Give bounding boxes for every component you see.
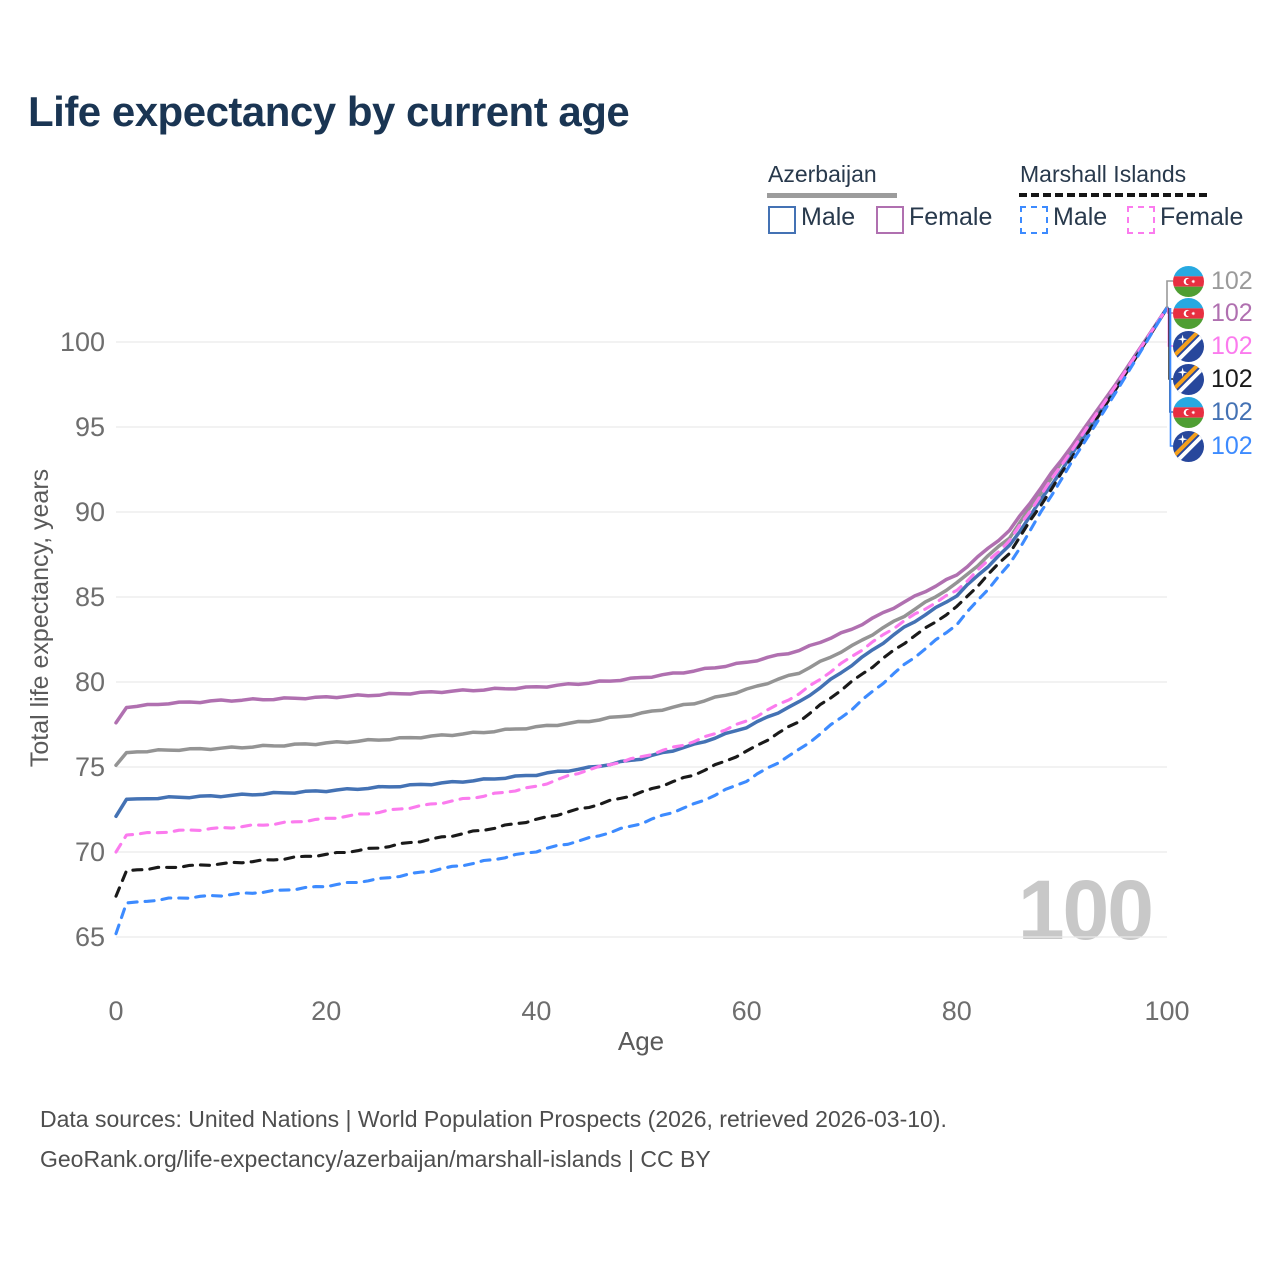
y-tick-85: 85 <box>75 582 105 612</box>
x-tick-60: 60 <box>732 996 762 1026</box>
end-label-value: 102 <box>1211 267 1253 295</box>
series-line-az_female[interactable] <box>114 306 1169 725</box>
end-label-value: 102 <box>1211 432 1253 460</box>
footer-attribution-url: GeoRank.org/life-expectancy/azerbaijan/m… <box>40 1146 711 1172</box>
end-label-value: 102 <box>1211 398 1253 426</box>
series-line-mh_male[interactable] <box>114 306 1169 936</box>
x-tick-100: 100 <box>1144 996 1189 1026</box>
legend-item-azerbaijan-male[interactable]: Male <box>801 203 856 231</box>
x-tick-20: 20 <box>311 996 341 1026</box>
marshall-islands-flag-icon <box>1173 431 1204 462</box>
end-label-value: 102 <box>1211 365 1253 393</box>
series-line-az_male[interactable] <box>114 306 1169 819</box>
legend-swatch-marshall-male[interactable] <box>1020 206 1048 234</box>
y-axis-title: Total life expectancy, years <box>26 469 54 767</box>
legend-swatch-azerbaijan-male[interactable] <box>768 206 796 234</box>
marshall-islands-flag-icon <box>1173 331 1204 362</box>
y-tick-100: 100 <box>60 327 105 357</box>
end-label-row-marshall-islands-3: 102 <box>1173 364 1280 395</box>
end-label-row-marshall-islands-5: 102 <box>1173 431 1280 462</box>
y-tick-90: 90 <box>75 497 105 527</box>
y-tick-75: 75 <box>75 752 105 782</box>
y-tick-95: 95 <box>75 412 105 442</box>
y-tick-65: 65 <box>75 922 105 952</box>
end-label-row-marshall-islands-2: 102 <box>1173 331 1280 362</box>
legend-swatch-azerbaijan-female[interactable] <box>876 206 904 234</box>
legend-item-marshall-male[interactable]: Male <box>1053 203 1108 231</box>
end-label-row-azerbaijan-0: 102 <box>1173 266 1280 297</box>
end-label-value: 102 <box>1211 299 1253 327</box>
y-tick-80: 80 <box>75 667 105 697</box>
footer-data-sources: Data sources: United Nations | World Pop… <box>40 1106 947 1132</box>
series-line-az_all[interactable] <box>114 306 1169 768</box>
x-tick-40: 40 <box>521 996 551 1026</box>
x-tick-80: 80 <box>942 996 972 1026</box>
azerbaijan-flag-icon <box>1173 397 1204 428</box>
legend-item-azerbaijan-female[interactable]: Female <box>909 203 993 231</box>
end-label-value: 102 <box>1211 332 1253 360</box>
legend-underline-marshall-dashed <box>1019 193 1207 197</box>
series-line-mh_all[interactable] <box>114 306 1169 898</box>
end-label-row-azerbaijan-1: 102 <box>1173 298 1280 329</box>
x-axis-title: Age <box>618 1026 664 1056</box>
legend-swatch-marshall-female[interactable] <box>1127 206 1155 234</box>
legend-underline-azerbaijan-solid <box>767 193 897 198</box>
azerbaijan-flag-icon <box>1173 266 1204 297</box>
end-label-row-azerbaijan-4: 102 <box>1173 397 1280 428</box>
marshall-islands-flag-icon <box>1173 364 1204 395</box>
legend-group-marshall-islands: Marshall Islands <box>1020 161 1187 187</box>
x-tick-0: 0 <box>108 996 123 1026</box>
y-tick-70: 70 <box>75 837 105 867</box>
age-counter-watermark: 100 <box>1017 863 1154 957</box>
legend-item-marshall-female[interactable]: Female <box>1160 203 1244 231</box>
legend-group-azerbaijan: Azerbaijan <box>768 161 877 187</box>
page-title: Life expectancy by current age <box>28 88 630 135</box>
series-line-mh_female[interactable] <box>114 306 1169 854</box>
azerbaijan-flag-icon <box>1173 298 1204 329</box>
